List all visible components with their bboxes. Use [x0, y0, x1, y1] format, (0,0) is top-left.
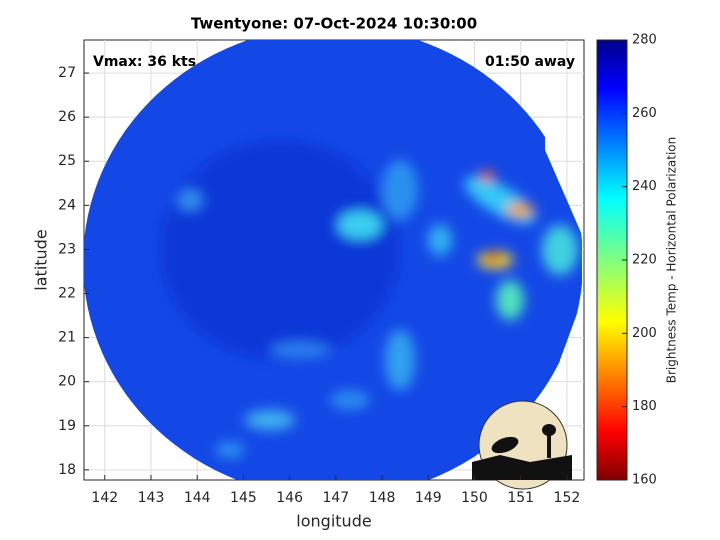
x-tick-label: 145 — [230, 490, 257, 506]
y-tick-label: 24 — [58, 197, 76, 213]
colorbar-tick-label: 220 — [632, 253, 657, 268]
y-tick-label: 18 — [58, 462, 76, 478]
y-tick-label: 23 — [58, 241, 76, 257]
y-tick-label: 22 — [58, 286, 76, 302]
x-tick-label: 148 — [369, 490, 396, 506]
cimss-logo — [472, 400, 572, 490]
x-tick-label: 143 — [138, 490, 165, 506]
x-tick-label: 152 — [554, 490, 581, 506]
y-tick-label: 20 — [58, 374, 76, 390]
y-tick-label: 26 — [58, 109, 76, 125]
y-tick-label: 27 — [58, 65, 76, 81]
x-tick-label: 150 — [461, 490, 488, 506]
x-tick-label: 146 — [276, 490, 303, 506]
y-axis-label: latitude — [32, 229, 51, 290]
x-tick-label: 149 — [415, 490, 442, 506]
swath-image — [84, 40, 582, 480]
y-tick-label: 25 — [58, 153, 76, 169]
colorbar-tick-label: 280 — [632, 33, 657, 48]
y-tick-label: 21 — [58, 330, 76, 346]
colorbar-tick-label: 180 — [632, 399, 657, 414]
colorbar-tick-label: 260 — [632, 106, 657, 121]
colorbar-label: Brightness Temp - Horizontal Polarizatio… — [665, 137, 679, 384]
colorbar-tick-label: 240 — [632, 179, 657, 194]
x-tick-label: 147 — [322, 490, 349, 506]
vmax-annotation: Vmax: 36 kts — [93, 54, 196, 70]
x-tick-label: 144 — [184, 490, 211, 506]
x-tick-label: 142 — [91, 490, 118, 506]
x-axis-label: longitude — [296, 512, 371, 531]
distance-annotation: 01:50 away — [485, 54, 575, 70]
y-tick-label: 19 — [58, 418, 76, 434]
title: Twentyone: 07-Oct-2024 10:30:00 — [191, 15, 477, 33]
colorbar-tick-label: 160 — [632, 473, 657, 488]
x-tick-label: 151 — [507, 490, 534, 506]
colorbar-tick-label: 200 — [632, 326, 657, 341]
